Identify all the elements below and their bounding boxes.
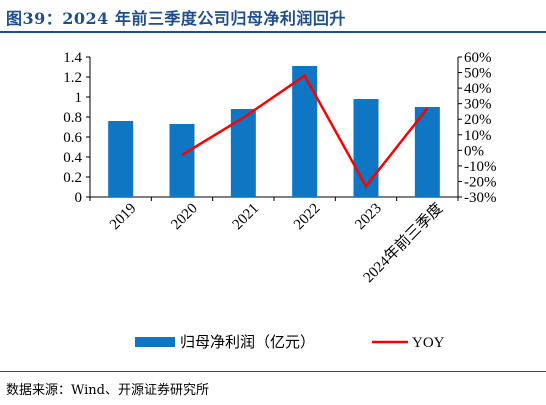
source-note: 数据来源：Wind、开源证券研究所	[6, 383, 209, 398]
y-left-tick-label: 1.4	[63, 50, 82, 66]
y-left-tick-label: 0.4	[63, 150, 82, 166]
y-right-tick-label: 30%	[464, 97, 492, 113]
title-divider	[0, 31, 546, 33]
bar	[108, 121, 134, 197]
y-right-tick-label: -10%	[464, 159, 497, 175]
y-right-tick-label: 40%	[464, 81, 492, 97]
y-right-tick-label: 60%	[464, 50, 492, 66]
y-right-tick-label: -30%	[464, 190, 497, 206]
x-tick-label: 2023	[352, 201, 385, 234]
y-right-tick-label: 10%	[464, 128, 492, 144]
y-right-tick-label: 50%	[464, 66, 492, 82]
y-right-tick-label: 20%	[464, 112, 492, 128]
x-tick-label: 2021	[230, 201, 263, 234]
x-tick-label: 2020	[168, 201, 201, 234]
yoy-line	[181, 73, 429, 189]
chart: 0 0.2 0.4 0.6 0.8 1 1.2 1.4 -30%-20%-10%0%10%20%…	[63, 50, 497, 351]
y-left-tick-label: 0.8	[63, 110, 82, 126]
y-right-tick-label: 0%	[464, 143, 484, 159]
bar	[414, 107, 440, 197]
y-left-tick-label: 0	[75, 190, 83, 206]
bar	[292, 66, 318, 197]
y-left-tick-label: 1.2	[63, 70, 82, 86]
legend-bar-swatch	[135, 337, 175, 347]
bar	[353, 99, 379, 197]
y-left-tick-label: 0.6	[63, 130, 82, 146]
source-divider	[0, 371, 546, 372]
bar	[169, 124, 195, 197]
legend-bar-label: 归母净利润（亿元）	[180, 334, 315, 351]
chart-title: 图39：2024 年前三季度公司归母净利润回升	[6, 9, 346, 28]
y-left-tick-label: 0.2	[63, 170, 82, 186]
x-tick-label: 2022	[291, 201, 324, 234]
legend-line-label: YOY	[412, 335, 445, 351]
y-left-tick-label: 1	[75, 90, 83, 106]
x-tick-label: 2019	[107, 201, 140, 234]
y-right-tick-label: -20%	[464, 174, 497, 190]
